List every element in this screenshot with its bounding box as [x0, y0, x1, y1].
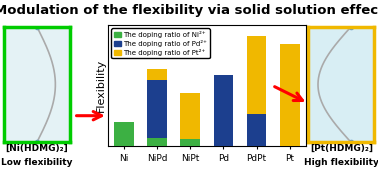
Text: [Pt(HDMG)₂]: [Pt(HDMG)₂] [310, 144, 373, 153]
Legend: The doping ratio of Ni²⁺, The doping ratio of Pd²⁺, The doping ratio of Pt²⁺: The doping ratio of Ni²⁺, The doping rat… [111, 28, 210, 58]
Bar [246, 36, 266, 114]
Bar [147, 138, 167, 146]
Y-axis label: Flexibility: Flexibility [96, 59, 106, 112]
Text: [Ni(HDMG)₂]: [Ni(HDMG)₂] [6, 144, 68, 153]
Bar [181, 139, 200, 146]
Text: Modulation of the flexibility via solid solution effect: Modulation of the flexibility via solid … [0, 4, 378, 17]
Bar [181, 93, 200, 139]
Text: High flexibility: High flexibility [304, 158, 378, 167]
Bar [114, 122, 134, 146]
Bar [147, 69, 167, 80]
Bar [147, 80, 167, 138]
Bar [246, 114, 266, 146]
Bar [214, 75, 233, 146]
Bar [280, 44, 299, 146]
Text: Low flexibility: Low flexibility [1, 158, 73, 167]
